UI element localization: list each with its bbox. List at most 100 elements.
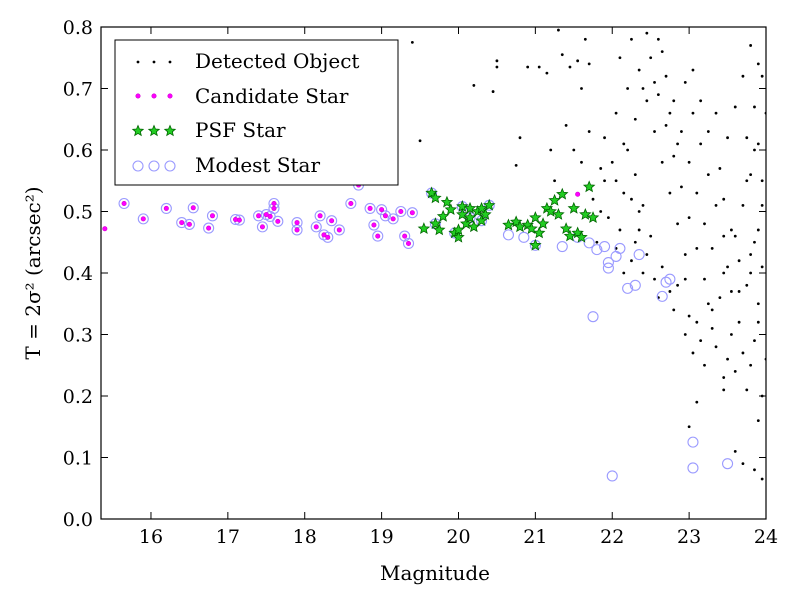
detected-object-point — [649, 56, 653, 60]
y-tick-label: 0.4 — [63, 263, 93, 285]
modest-star-point — [176, 217, 188, 229]
x-tick-label: 16 — [139, 526, 163, 548]
detected-object-point — [645, 99, 649, 103]
detected-object-point — [706, 302, 710, 306]
modest-star-point — [687, 436, 699, 448]
detected-object-point — [618, 228, 622, 232]
psf-star-point — [548, 193, 561, 206]
detected-object-point — [618, 56, 622, 60]
detected-object-point — [410, 40, 414, 44]
modest-star-point — [687, 462, 699, 474]
detected-object-point — [583, 37, 587, 41]
psf-star-point — [502, 218, 515, 231]
detected-object-point — [710, 247, 714, 250]
candidate-star-point — [163, 205, 169, 211]
detected-object-point — [614, 179, 618, 183]
detected-object-point — [641, 203, 645, 207]
modest-star-point — [587, 311, 599, 323]
x-tick-label: 22 — [600, 526, 624, 548]
candidate-star-point — [375, 233, 381, 239]
detected-object-point — [722, 271, 726, 275]
candidate-star-point — [190, 205, 196, 211]
detected-object-point — [564, 124, 568, 127]
detected-object-point — [560, 53, 564, 57]
candidate-star-point — [121, 201, 127, 207]
detected-object-point — [676, 222, 679, 226]
modest-star-point — [606, 470, 618, 482]
psf-star-point — [475, 214, 488, 227]
modest-star-point — [345, 197, 357, 210]
y-tick-label: 0.3 — [63, 325, 93, 347]
detected-object-point — [760, 179, 764, 183]
detected-object-point — [745, 388, 749, 392]
detected-object-point — [722, 197, 726, 201]
detected-object-point — [706, 130, 710, 133]
x-tick-label: 23 — [677, 526, 701, 548]
legend-marker — [167, 93, 173, 99]
detected-object-point — [553, 179, 556, 183]
candidate-star-point — [329, 218, 335, 224]
detected-object-point — [683, 277, 687, 281]
modest-star-point — [137, 213, 149, 225]
psf-star-point — [563, 229, 577, 242]
candidate-star-point — [390, 216, 396, 222]
modest-star-point — [722, 458, 734, 470]
detected-object-point — [672, 99, 676, 103]
modest-star-point — [253, 210, 265, 222]
detected-object-point — [599, 210, 603, 213]
legend-marker — [131, 124, 145, 137]
legend-box — [114, 39, 399, 186]
modest-star-point — [629, 279, 641, 291]
detected-object-point — [518, 136, 522, 140]
candidate-star-point — [382, 213, 388, 219]
psf-star-point — [582, 180, 596, 193]
detected-object-point — [749, 253, 753, 256]
detected-object-point — [656, 93, 660, 97]
psf-star-point — [444, 203, 458, 215]
modest-star-point — [379, 210, 392, 222]
legend-label-psf-star: PSF Star — [195, 118, 286, 142]
modest-star-point — [372, 230, 384, 242]
detected-object-point — [706, 173, 710, 177]
detected-object-point — [745, 179, 749, 183]
candidate-star-point — [575, 191, 581, 197]
detected-object-points — [410, 28, 766, 481]
detected-object-point — [495, 65, 499, 69]
candidate-star-points — [102, 182, 581, 246]
detected-object-point — [630, 259, 633, 263]
detected-object-point — [633, 117, 637, 121]
detected-object-point — [680, 185, 683, 189]
psf-star-point — [525, 222, 538, 235]
detected-object-point — [683, 253, 687, 256]
detected-object-point — [587, 130, 591, 133]
detected-object-point — [637, 210, 641, 213]
candidate-star-point — [140, 216, 146, 222]
psf-star-point — [559, 222, 573, 235]
detected-object-point — [653, 277, 656, 281]
detected-object-point — [676, 142, 679, 146]
candidate-star-point — [271, 205, 277, 211]
detected-object-point — [691, 351, 695, 355]
modest-star-point — [406, 207, 418, 219]
y-tick-label: 0.2 — [63, 386, 93, 408]
detected-object-point — [637, 228, 641, 232]
modest-star-point — [326, 215, 338, 227]
x-axis-label: Magnitude — [380, 561, 490, 585]
modest-star-point — [183, 218, 195, 230]
detected-object-point — [726, 265, 729, 269]
psf-star-point — [483, 198, 496, 211]
modest-star-point — [187, 202, 199, 214]
detected-object-point — [641, 271, 645, 275]
detected-object-point — [714, 111, 718, 115]
candidate-star-point — [313, 224, 319, 230]
detected-object-point — [537, 65, 541, 69]
detected-object-point — [622, 142, 626, 146]
psf-star-point — [467, 220, 481, 233]
detected-object-point — [756, 142, 760, 146]
legend-label-detected-object: Detected Object — [195, 49, 359, 73]
candidate-star-point — [398, 209, 404, 215]
detected-object-point — [699, 99, 703, 103]
detected-object-point — [726, 357, 729, 361]
modest-star-point — [633, 249, 645, 261]
detected-object-point — [733, 449, 737, 453]
